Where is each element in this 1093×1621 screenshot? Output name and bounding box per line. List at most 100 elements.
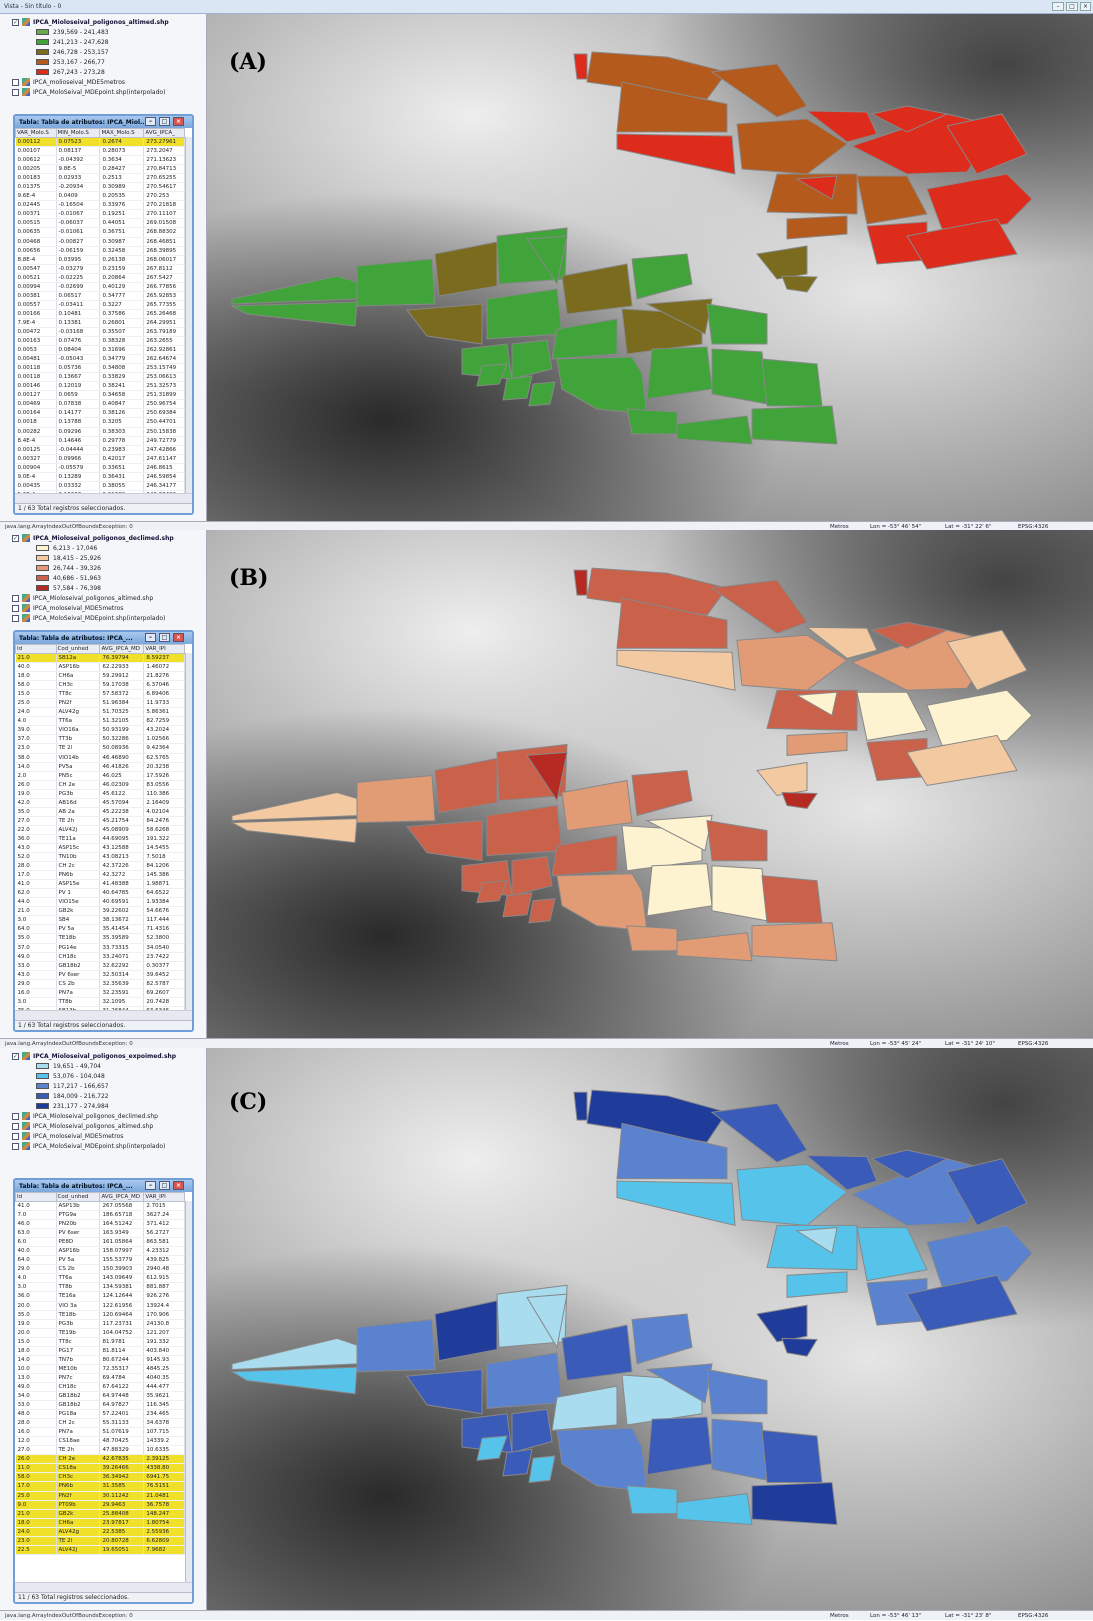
table-cell[interactable]: 117.444 [143,915,185,926]
layer-row[interactable]: IPCA_MoloSeival_MDEpoint.shp(interpolado… [12,613,206,623]
table-cell[interactable]: 56.2727 [143,1228,185,1239]
table-cell[interactable]: 24130.8 [143,1319,185,1329]
table-cell[interactable]: 0.00904 [15,463,57,473]
map-polygon[interactable] [946,629,1028,691]
table-cell[interactable]: 247.61147 [143,454,185,464]
table-row[interactable]: 43.0 PV 6ser 32.50314 39.6452 [15,970,185,980]
table-cell[interactable]: 0.30989 [99,182,145,193]
table-cell[interactable]: CH 2e [56,1454,101,1465]
table-cell[interactable]: TT8c [56,1337,101,1347]
table-cell[interactable]: 0.00163 [15,336,57,347]
column-header[interactable]: Id [15,644,57,654]
table-cell[interactable]: 25.88408 [99,1509,145,1519]
table-cell[interactable]: 266.77856 [143,282,185,292]
table-row[interactable]: 0.0018 0.13788 0.3205 250.44701 [15,417,185,428]
table-cell[interactable]: TN10b [56,852,101,863]
table-cell[interactable]: 19.0 [15,789,57,799]
table-cell[interactable]: 2.39125 [143,1454,185,1465]
table-cell[interactable]: 45.6122 [99,789,145,799]
map-polygon[interactable] [434,1300,498,1362]
table-cell[interactable]: 15.0 [15,689,57,700]
table-cell[interactable]: 36.0 [15,1291,57,1302]
table-cell[interactable]: 250.96754 [143,399,185,410]
column-header[interactable]: Cod_unhed [55,644,101,654]
map-polygon[interactable] [526,1293,568,1349]
minimize-icon[interactable]: – [145,1181,156,1190]
table-row[interactable]: 10.0 ME10b 72.35317 4845.25 [15,1364,185,1374]
table-cell[interactable]: 158.07997 [99,1246,145,1257]
table-cell[interactable]: TE 2l [56,1536,101,1546]
table-cell[interactable]: 63.0 [15,1228,57,1239]
map-polygon[interactable] [626,925,678,952]
table-cell[interactable]: 0.00166 [15,309,57,319]
checkbox-icon[interactable] [12,614,19,622]
map-polygon[interactable] [856,175,928,225]
table-cell[interactable]: 14.0 [15,1355,57,1365]
table-cell[interactable]: 0.08404 [56,345,101,356]
table-cell[interactable]: 0.00472 [15,327,57,338]
table-cell[interactable]: SB4 [56,915,101,926]
checkbox-icon[interactable]: ✓ [12,18,19,26]
table-cell[interactable]: ASP15c [56,843,101,854]
vertical-scrollbar[interactable] [185,137,192,506]
vertical-scrollbar[interactable] [185,653,192,1023]
map-polygon[interactable] [406,303,483,345]
table-cell[interactable]: 14.5455 [143,843,185,854]
table-row[interactable]: 62.0 PV 1 40.64785 64.6522 [15,888,185,899]
minimize-button[interactable]: – [1052,2,1064,11]
table-cell[interactable]: 0.03995 [56,255,101,265]
table-cell[interactable]: 250.44701 [143,417,185,428]
table-cell[interactable]: 10.6335 [143,1445,185,1456]
map-polygon[interactable] [795,175,838,200]
table-row[interactable]: 0.00118 0.13667 0.33829 253.06613 [15,372,185,383]
table-cell[interactable]: 0.23983 [99,445,145,455]
table-cell[interactable]: 83.0556 [143,780,185,790]
table-cell[interactable]: 0.00468 [15,237,57,247]
column-header[interactable]: AVG_IPCA_MD [99,1192,145,1202]
table-cell[interactable]: 6.0 [15,1237,57,1248]
table-cell[interactable]: 0.00282 [15,427,57,437]
table-cell[interactable]: PTG9a [56,1210,101,1221]
table-cell[interactable]: 82.5787 [143,979,185,989]
table-cell[interactable]: PN7a [56,1427,101,1438]
table-cell[interactable]: 39.26466 [99,1463,145,1474]
table-cell[interactable]: 170.906 [143,1310,185,1320]
map-polygon[interactable] [795,1227,838,1254]
table-row[interactable]: 0.00521 -0.02225 0.20864 267.5427 [15,273,185,283]
table-cell[interactable]: 82.7259 [143,716,185,727]
table-cell[interactable]: 40.0 [15,1246,57,1257]
map-polygon[interactable] [586,51,728,100]
table-cell[interactable]: 0.28073 [99,146,145,157]
table-row[interactable]: 0.00612 -0.04392 0.3634 271.13623 [15,155,185,166]
table-row[interactable]: 58.0 CH3c 59.17038 6.37046 [15,680,185,691]
table-row[interactable]: 35.0 AB 2a 45.22238 4.02104 [15,807,185,817]
table-cell[interactable]: PN2f [56,698,101,709]
table-cell[interactable]: 35.41454 [99,924,145,935]
table-cell[interactable]: 8.8E-4 [15,255,57,265]
table-cell[interactable]: 0.32458 [99,246,145,256]
table-row[interactable]: 17.0 PN6b 42.3272 145.386 [15,870,185,881]
map-polygon[interactable] [356,1319,436,1373]
table-row[interactable]: 29.0 CS 2b 150.39903 2940.48 [15,1264,185,1275]
table-cell[interactable]: 0.00205 [15,164,57,175]
table-cell[interactable]: 20.80728 [99,1536,145,1546]
table-cell[interactable]: 17.0 [15,1481,57,1492]
map-polygon[interactable] [586,567,728,616]
map-polygon[interactable] [616,1180,736,1227]
map-polygon[interactable] [502,1448,533,1477]
table-cell[interactable]: 0.3227 [99,300,145,310]
table-cell[interactable]: VIO16a [56,725,101,736]
table-cell[interactable]: 0.02933 [56,173,101,184]
table-cell[interactable]: 1.80754 [143,1518,185,1528]
table-cell[interactable]: 0.31696 [99,345,145,356]
table-cell[interactable]: 117.23731 [99,1319,145,1329]
table-cell[interactable]: 9.8E-5 [56,164,101,175]
table-row[interactable]: 48.0 PG18a 57.22401 234.465 [15,1409,185,1420]
table-cell[interactable]: ASP13b [56,1201,101,1212]
table-cell[interactable]: PG14e [56,943,101,953]
table-cell[interactable]: 76.39794 [99,653,145,664]
map-polygon[interactable] [551,1385,618,1431]
layer-row[interactable]: IPCA_MoloSeival_MDEpoint.shp(interpolado… [12,87,206,97]
table-row[interactable]: 58.0 CH3c 36.34942 6941.75 [15,1472,185,1483]
table-cell[interactable]: 80.67244 [99,1355,145,1365]
